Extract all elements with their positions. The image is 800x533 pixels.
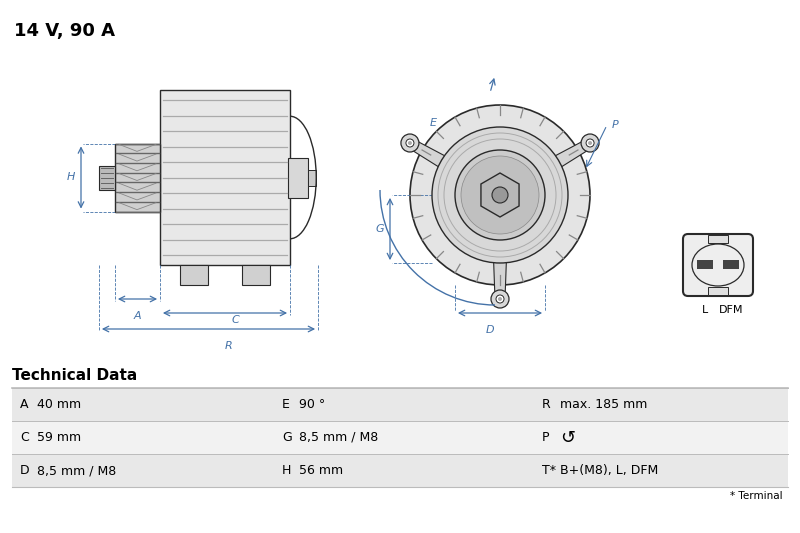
Bar (308, 169, 316, 185)
Circle shape (408, 141, 412, 145)
Circle shape (492, 187, 508, 203)
Bar (12, 388, 788, 421)
Text: D: D (486, 325, 494, 335)
Circle shape (455, 150, 545, 240)
Text: R: R (542, 398, 550, 411)
Circle shape (461, 156, 539, 234)
Circle shape (588, 141, 592, 145)
Text: C: C (20, 431, 29, 444)
Text: 14 V, 90 A: 14 V, 90 A (14, 22, 115, 40)
Polygon shape (539, 139, 593, 176)
Polygon shape (481, 173, 519, 217)
Circle shape (586, 139, 594, 147)
Text: H: H (282, 464, 291, 477)
Bar (180, 265, 208, 285)
Circle shape (410, 105, 590, 285)
Bar (708, 235, 728, 243)
Circle shape (432, 127, 568, 263)
Text: 8,5 mm / M8: 8,5 mm / M8 (37, 464, 116, 477)
Text: A: A (20, 398, 29, 411)
Text: G: G (282, 431, 292, 444)
Text: C: C (231, 315, 239, 325)
Text: L: L (702, 305, 708, 315)
Polygon shape (493, 244, 507, 299)
Bar (697, 260, 713, 269)
Text: 40 mm: 40 mm (37, 398, 81, 411)
Bar (160, 90, 290, 265)
Text: * Terminal: * Terminal (730, 491, 783, 501)
Bar (723, 260, 739, 269)
Text: A: A (134, 311, 142, 321)
Bar (242, 265, 270, 285)
Circle shape (496, 295, 504, 303)
Text: 90 °: 90 ° (299, 398, 326, 411)
Bar (12, 421, 788, 454)
Text: D: D (20, 464, 30, 477)
Text: E: E (430, 118, 437, 128)
Text: 56 mm: 56 mm (299, 464, 343, 477)
Text: 8,5 mm / M8: 8,5 mm / M8 (299, 431, 378, 444)
Circle shape (401, 134, 419, 152)
Bar (12, 454, 788, 487)
Text: ↺: ↺ (560, 429, 575, 447)
Text: E: E (282, 398, 290, 411)
Circle shape (498, 297, 502, 301)
Text: P: P (612, 120, 618, 130)
Bar (288, 157, 308, 198)
Polygon shape (407, 139, 461, 176)
Circle shape (581, 134, 599, 152)
FancyBboxPatch shape (683, 234, 753, 296)
Text: T*: T* (542, 464, 556, 477)
Text: DFM: DFM (718, 305, 743, 315)
Text: H: H (67, 173, 75, 182)
Text: P: P (542, 431, 550, 444)
Bar (99, 166, 115, 190)
Bar (115, 143, 160, 212)
Text: G: G (376, 224, 384, 234)
Text: R: R (225, 341, 232, 351)
Bar (708, 287, 728, 295)
Text: B+(M8), L, DFM: B+(M8), L, DFM (560, 464, 658, 477)
Text: max. 185 mm: max. 185 mm (560, 398, 647, 411)
Text: Technical Data: Technical Data (12, 368, 138, 383)
Text: 59 mm: 59 mm (37, 431, 81, 444)
Circle shape (491, 290, 509, 308)
Circle shape (406, 139, 414, 147)
